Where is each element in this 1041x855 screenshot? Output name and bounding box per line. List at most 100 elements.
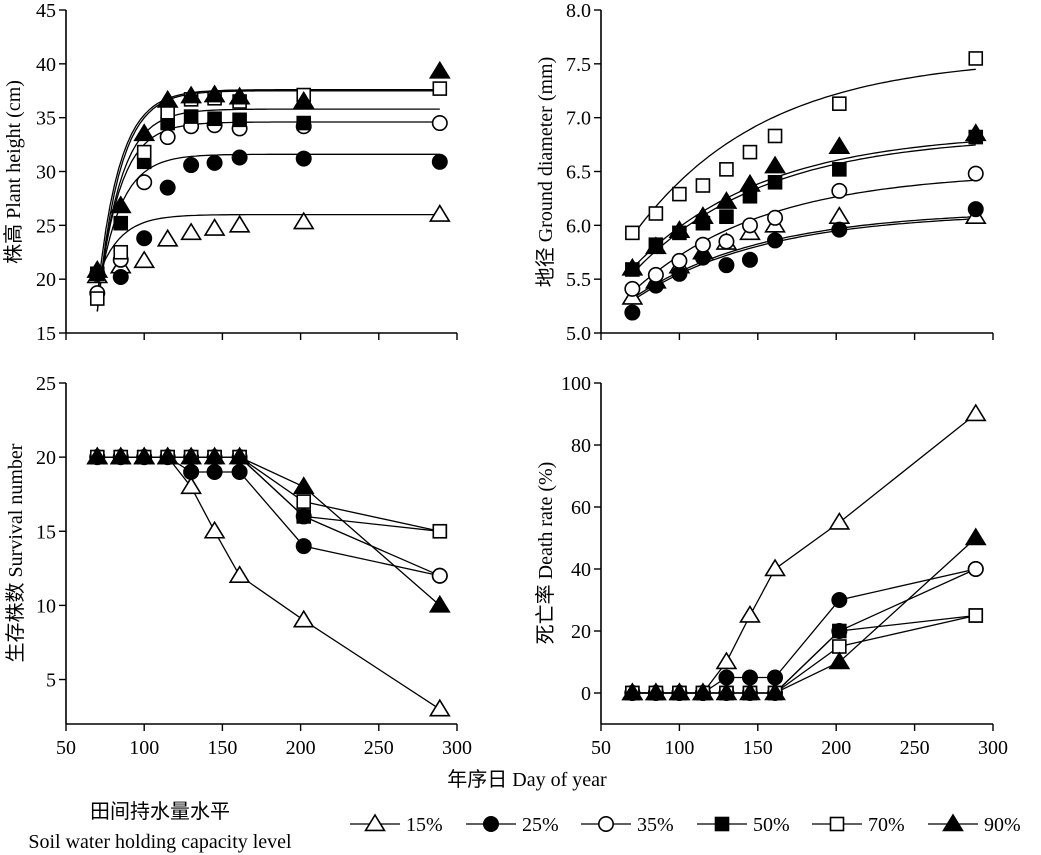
- series-line-90%: [97, 456, 441, 606]
- data-point-90%: [621, 257, 644, 276]
- chart-panel-4: 0 20 40 60 80 100 50 100 150 200 250 300 死亡率 Death r…: [534, 373, 1008, 759]
- x-tick-label: 50: [591, 737, 611, 759]
- y-tick-label: 6.5: [566, 162, 591, 184]
- data-point-70%: [432, 81, 448, 96]
- x-tick-label: 250: [900, 737, 930, 759]
- data-point-90%: [109, 195, 132, 214]
- data-point-70%: [136, 144, 152, 160]
- data-point-90%: [180, 85, 202, 104]
- y-tick-label: 25: [36, 373, 56, 395]
- data-point-70%: [832, 639, 847, 654]
- data-point-25%: [159, 179, 176, 196]
- legend-label: 90%: [984, 814, 1021, 836]
- data-point-70%: [767, 128, 783, 144]
- data-point-70%: [296, 494, 312, 509]
- data-point-90%: [180, 446, 202, 465]
- chart-panel-3: 5 10 15 20 25 50 100 150 200 250 300 生存株数 Survival …: [4, 373, 472, 759]
- data-point-25%: [295, 150, 312, 167]
- data-point-15%: [180, 222, 202, 241]
- data-point-90%: [133, 446, 156, 465]
- data-point-90%: [292, 90, 315, 109]
- chart-panel-2: 5.0 5.5 6.0 6.5 7.0 7.5 8.0 地径 Ground diameter …: [534, 0, 994, 345]
- y-tick-label: 0: [581, 683, 591, 705]
- data-point-90%: [428, 60, 451, 79]
- data-point-50%: [232, 112, 247, 128]
- data-point-25%: [831, 591, 848, 608]
- data-point-15%: [964, 403, 987, 422]
- series-line-70%: [97, 456, 440, 532]
- data-point-90%: [109, 446, 132, 465]
- data-point-70%: [968, 51, 984, 66]
- y-axis-label: 生存株数 Survival number: [4, 443, 27, 662]
- y-tick-label: 7.0: [566, 108, 591, 130]
- data-point-90%: [203, 84, 226, 103]
- fit-curve-35%: [631, 179, 976, 293]
- data-point-70%: [695, 178, 711, 193]
- data-point-50%: [832, 162, 847, 177]
- y-tick-label: 25: [36, 215, 56, 237]
- data-point-15%: [428, 698, 451, 717]
- y-tick-label: 5.0: [566, 323, 591, 345]
- data-point-50%: [742, 188, 758, 204]
- data-point-35%: [967, 165, 984, 182]
- series-line-25%: [97, 456, 440, 577]
- x-tick-label: 100: [664, 737, 694, 759]
- data-point-90%: [964, 527, 987, 546]
- data-point-70%: [648, 206, 664, 221]
- data-point-90%: [203, 446, 226, 465]
- x-tick-label: 150: [743, 737, 773, 759]
- data-point-25%: [624, 304, 641, 321]
- data-point-35%: [767, 209, 784, 226]
- y-tick-label: 60: [571, 497, 591, 519]
- fit-curve-70%: [631, 68, 976, 237]
- data-point-15%: [828, 206, 851, 224]
- data-point-50%: [719, 209, 734, 225]
- chart-panels: 15 20 25 30 35 40 45 株高 Plant height (cm) 5.0 5.5…: [2, 0, 1008, 759]
- data-point-35%: [718, 233, 735, 250]
- y-axis-label: 株高 Plant height (cm): [2, 80, 25, 264]
- data-point-35%: [624, 280, 641, 297]
- data-point-25%: [967, 201, 984, 218]
- data-point-90%: [692, 682, 714, 701]
- data-point-50%: [296, 115, 312, 131]
- data-point-35%: [967, 560, 984, 577]
- y-tick-label: 5.5: [566, 269, 591, 291]
- legend-label: 50%: [753, 814, 790, 836]
- data-point-25%: [231, 149, 248, 166]
- data-point-50%: [113, 215, 129, 231]
- y-tick-label: 40: [571, 559, 591, 581]
- data-point-25%: [741, 251, 758, 268]
- legend-marker: [714, 816, 730, 832]
- legend-label: 25%: [522, 814, 559, 836]
- y-tick-label: 10: [36, 595, 56, 617]
- data-point-15%: [228, 565, 251, 584]
- data-point-15%: [292, 211, 315, 230]
- data-point-35%: [136, 174, 153, 191]
- data-point-25%: [718, 257, 735, 274]
- data-point-15%: [228, 214, 251, 233]
- data-point-90%: [692, 206, 714, 224]
- y-tick-label: 35: [36, 108, 56, 130]
- data-point-35%: [647, 266, 664, 283]
- data-point-15%: [156, 228, 179, 247]
- fit-curve-70%: [96, 90, 440, 312]
- y-tick-label: 6.0: [566, 215, 591, 237]
- data-point-90%: [715, 191, 738, 209]
- data-point-25%: [183, 157, 200, 174]
- data-point-35%: [831, 182, 848, 199]
- y-tick-label: 5: [46, 670, 56, 692]
- y-tick-label: 20: [36, 447, 56, 469]
- data-point-15%: [764, 558, 786, 577]
- data-point-90%: [739, 682, 761, 701]
- data-point-70%: [719, 162, 734, 177]
- data-point-15%: [739, 604, 761, 623]
- y-tick-label: 30: [36, 162, 56, 184]
- data-point-35%: [431, 115, 448, 132]
- series-line-70%: [632, 614, 976, 694]
- legend-title-en: Soil water holding capacity level: [28, 831, 292, 853]
- legend-entries: 15% 25% 35% 50% 70% 90%: [350, 813, 1021, 836]
- data-point-50%: [296, 509, 312, 524]
- data-point-50%: [183, 109, 199, 124]
